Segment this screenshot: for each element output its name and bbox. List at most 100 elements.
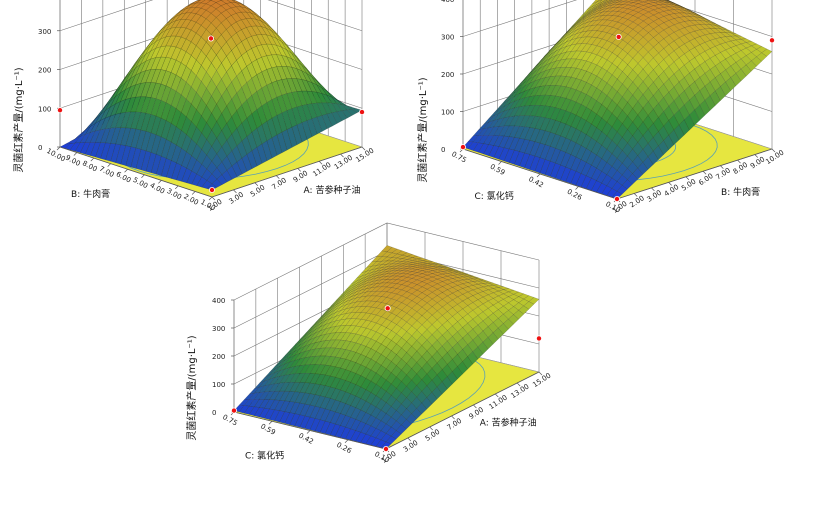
y-tick-label: 5.00 [132,176,150,190]
y-tick-label: 0.59 [489,163,507,177]
design-point [614,195,621,202]
x-axis-label: B: 牛肉膏 [721,186,760,198]
x-tick-label: 3.00 [402,439,419,454]
z-tick-label: 300 [38,28,51,36]
x-tick-mark [651,187,655,192]
x-tick-mark [737,159,741,164]
x-tick-label: 13.00 [333,154,354,172]
y-tick-label: 7.00 [98,165,116,179]
y-tick-mark [191,191,196,195]
x-tick-mark [516,382,521,387]
y-tick-mark [56,146,61,151]
x-tick-mark [538,371,543,376]
x-tick-label: 4.00 [663,183,680,198]
y-axis-label: C: 氯化钙 [245,449,284,461]
y-tick-label: 0.26 [566,188,584,203]
y-tick-label: 0.42 [527,175,545,189]
x-tick-mark [211,196,216,201]
y-tick-mark [268,421,273,425]
y-tick-label: 4.00 [149,181,167,195]
x-axis-label: A: 苦参种子油 [304,184,361,196]
y-tick-label: 0.75 [450,150,468,164]
x-tick-mark [633,193,638,197]
x-tick-mark [473,404,477,409]
x-tick-label: 3.00 [228,191,245,206]
y-tick-label: 6.00 [115,170,133,184]
x-tick-label: 3.00 [646,189,663,204]
z-axis-label: 灵菌红素产量/(mg·L⁻¹) [12,67,25,172]
y-tick-label: 8.00 [81,159,99,173]
x-tick-label: 7.00 [270,176,287,191]
axis-edges [59,146,363,198]
x-tick-label: 9.00 [292,169,309,184]
x-tick-mark [276,175,280,179]
y-tick-mark [174,185,179,190]
x-tick-mark [340,153,344,158]
x-tick-mark [429,426,433,431]
surface-plot-3: 1.003.005.007.009.0011.0013.0015.000.100… [185,222,552,465]
x-tick-mark [668,182,672,186]
y-tick-label: 0.59 [259,422,277,436]
y-axis-label: B: 牛肉膏 [71,188,110,200]
design-point [230,407,237,414]
x-tick-label: 7.00 [715,166,732,181]
z-tick-label: 200 [38,67,51,75]
x-tick-label: 5.00 [680,177,697,192]
y-tick-mark [344,439,349,443]
y-tick-mark [73,152,78,156]
design-point [769,37,776,44]
x-tick-label: 5.00 [249,183,266,198]
y-tick-label: 0.42 [297,432,315,446]
surface-plot-1: 1.00 3.00 5.00 7.00 9.00 11.00 13.00 15.001.002… [12,0,375,213]
design-point [208,186,215,193]
response-surface [59,0,363,191]
x-tick-label: 6.00 [697,172,714,187]
y-tick-mark [90,157,95,162]
x-tick-mark [451,415,455,420]
x-tick-mark [407,437,412,442]
z-tick-label: 0 [441,146,445,154]
x-tick-label: 2.00 [628,194,645,209]
design-point [615,33,622,40]
y-tick-label: 0.75 [221,413,239,427]
x-tick-mark [771,148,776,153]
x-tick-mark [720,165,724,169]
z-tick-label: 100 [212,381,225,389]
z-tick-label: 100 [441,109,454,117]
y-axis-label: C: 氯化钙 [475,190,514,202]
response-surface [233,245,540,450]
x-axis-label: A: 苦参种子油 [480,417,537,429]
design-point [459,144,466,151]
design-point [207,35,214,42]
z-tick-label: 200 [441,71,454,79]
x-tick-mark [233,189,237,194]
x-tick-label: 7.00 [446,417,463,432]
y-tick-mark [306,430,311,434]
z-tick-label: 400 [212,297,225,305]
surface-plot-2: 1.00 2.00 3.00 4.00 5.00 6.00 7.00 8.00 9.0010.0… [416,0,785,215]
y-tick-mark [208,196,213,201]
x-tick-mark [361,146,366,151]
design-point [382,445,389,452]
z-axis-label: 灵菌红素产量/(mg·L⁻¹) [416,77,429,182]
z-tick-label: 200 [212,353,225,361]
design-point [358,109,365,116]
z-tick-label: 300 [212,325,225,333]
z-tick-label: 0 [38,144,42,152]
z-tick-label: 100 [38,105,51,113]
x-tick-label: 15.00 [354,147,375,165]
y-tick-label: 0.26 [335,441,353,456]
y-tick-mark [536,173,541,178]
y-tick-mark [498,161,502,165]
x-tick-mark [254,182,259,186]
y-tick-label: 3.00 [165,187,183,201]
z-tick-label: 400 [441,0,454,4]
y-tick-mark [124,168,128,173]
x-tick-mark [318,161,323,165]
x-tick-mark [685,176,690,181]
y-axis-line [59,146,213,198]
x-tick-label: 8.00 [732,161,749,176]
x-tick-mark [297,168,301,172]
x-tick-label: 5.00 [424,428,441,443]
